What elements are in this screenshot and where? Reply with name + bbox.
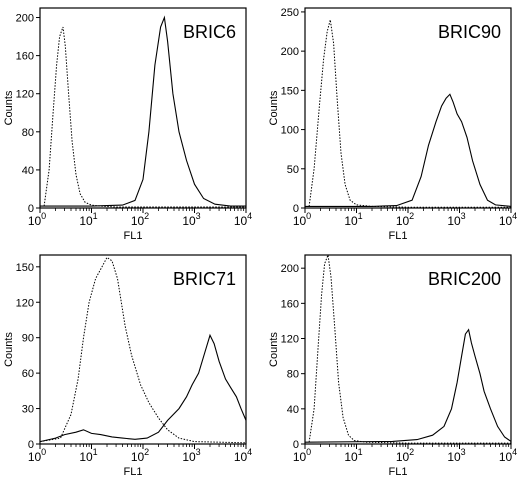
x-tick-label: 103 xyxy=(182,447,200,464)
x-tick-label: 102 xyxy=(396,447,414,464)
histogram-panel: 100 101 102 103 104 0 30 60 90 120 150 FL1 Counts BRI… xyxy=(3,254,252,478)
y-tick-label: 80 xyxy=(287,369,299,381)
y-tick-label: 40 xyxy=(287,404,299,416)
y-axis-label: Counts xyxy=(268,90,280,125)
y-tick-label: 200 xyxy=(281,263,299,275)
x-axis-label: FL1 xyxy=(124,466,143,478)
x-axis-label: FL1 xyxy=(124,230,143,242)
antibody-histogram-solid xyxy=(305,93,512,207)
x-tick-label: 101 xyxy=(79,211,97,228)
y-tick-label: 160 xyxy=(16,51,34,63)
y-tick-label: 40 xyxy=(22,165,34,177)
y-axis-label: Counts xyxy=(3,90,15,125)
x-tick-label: 100 xyxy=(28,211,46,228)
histogram-panel: 100 101 102 103 104 0 40 80 120 160 200 FL1 Counts BR… xyxy=(268,254,517,478)
y-tick-label: 0 xyxy=(28,203,34,215)
y-tick-label: 200 xyxy=(281,46,299,58)
y-tick-label: 200 xyxy=(16,13,34,25)
y-tick-label: 0 xyxy=(28,439,34,451)
y-tick-label: 150 xyxy=(16,262,34,274)
x-axis-label: FL1 xyxy=(389,230,408,242)
y-tick-label: 50 xyxy=(287,164,299,176)
x-tick-label: 100 xyxy=(293,447,311,464)
y-tick-label: 80 xyxy=(22,127,34,139)
control-histogram-dotted xyxy=(43,26,246,208)
x-tick-label: 100 xyxy=(293,211,311,228)
control-histogram-dotted xyxy=(308,19,511,208)
antibody-histogram-solid xyxy=(40,15,246,207)
x-tick-label: 103 xyxy=(447,211,465,228)
y-axis-label: Counts xyxy=(3,332,15,367)
y-tick-label: 90 xyxy=(22,333,34,345)
x-tick-label: 103 xyxy=(447,447,465,464)
panel-title: BRIC200 xyxy=(428,269,501,289)
panel-title: BRIC6 xyxy=(183,22,236,42)
y-tick-label: 0 xyxy=(293,439,299,451)
x-tick-label: 104 xyxy=(234,447,252,464)
y-tick-label: 160 xyxy=(281,298,299,310)
y-tick-label: 0 xyxy=(293,203,299,215)
y-tick-label: 100 xyxy=(281,125,299,137)
x-tick-label: 101 xyxy=(79,447,97,464)
x-tick-label: 104 xyxy=(499,447,517,464)
x-tick-label: 100 xyxy=(28,447,46,464)
panel-title: BRIC90 xyxy=(438,22,501,42)
y-tick-label: 150 xyxy=(281,85,299,97)
panel-title: BRIC71 xyxy=(173,269,236,289)
x-tick-label: 101 xyxy=(344,447,362,464)
antibody-histogram-solid xyxy=(39,333,247,443)
y-tick-label: 120 xyxy=(16,297,34,309)
y-axis-label: Counts xyxy=(268,332,280,367)
y-tick-label: 250 xyxy=(281,7,299,19)
x-tick-label: 102 xyxy=(396,211,414,228)
x-tick-label: 101 xyxy=(344,211,362,228)
x-tick-label: 104 xyxy=(499,211,517,228)
x-tick-label: 102 xyxy=(131,447,149,464)
x-tick-label: 103 xyxy=(182,211,200,228)
y-tick-label: 30 xyxy=(22,404,34,416)
y-tick-label: 60 xyxy=(22,368,34,380)
x-tick-label: 102 xyxy=(131,211,149,228)
histogram-panel: 100 101 102 103 104 0 40 80 120 160 200 FL1 Counts BR… xyxy=(3,7,252,242)
histogram-panel: 100 101 102 103 104 0 50 100 150 200 250 FL1 Counts B… xyxy=(268,7,517,242)
y-tick-label: 120 xyxy=(16,89,34,101)
y-tick-label: 120 xyxy=(281,334,299,346)
antibody-histogram-solid xyxy=(304,328,512,443)
x-axis-label: FL1 xyxy=(389,466,408,478)
x-tick-label: 104 xyxy=(234,211,252,228)
